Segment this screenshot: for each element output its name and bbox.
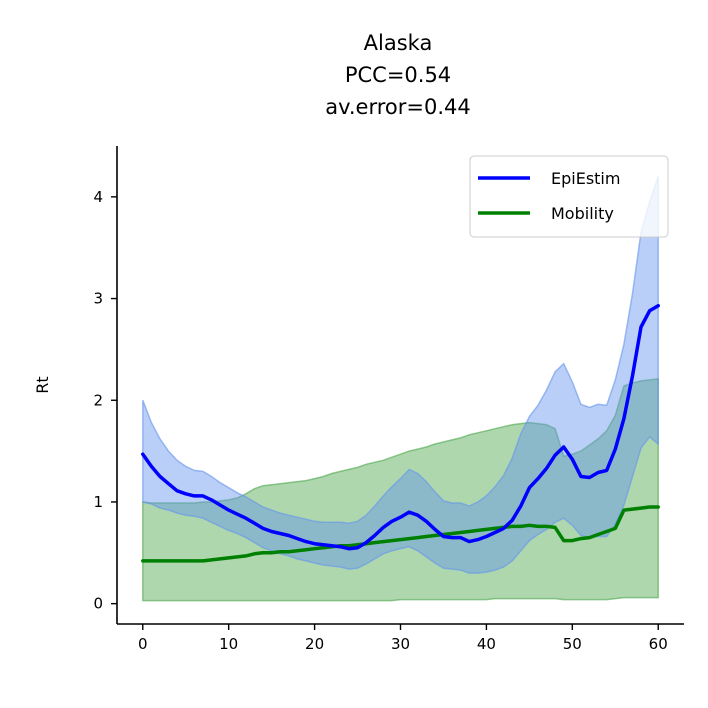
legend: EpiEstim Mobility (469, 155, 669, 238)
x-tick-label: 20 (305, 635, 324, 653)
legend-label-epiestim: EpiEstim (551, 169, 620, 188)
y-axis-ticks: 0 1 2 3 4 (93, 188, 117, 613)
x-tick-label: 10 (219, 635, 238, 653)
y-tick-label: 0 (93, 595, 103, 613)
chart-title-line-2: PCC=0.54 (345, 63, 451, 87)
legend-label-mobility: Mobility (551, 204, 614, 223)
epiestim-confidence-band (142, 176, 659, 574)
x-tick-label: 60 (649, 635, 668, 653)
epiestim-line (141, 303, 660, 551)
confidence-bands (142, 176, 659, 602)
y-tick-label: 1 (93, 493, 103, 511)
mobility-confidence-band (142, 378, 659, 602)
x-tick-label: 50 (563, 635, 582, 653)
mobility-line (141, 505, 660, 563)
x-tick-label: 0 (138, 635, 148, 653)
series-lines (141, 303, 660, 563)
y-tick-label: 3 (93, 290, 103, 308)
x-tick-label: 30 (391, 635, 410, 653)
y-tick-label: 2 (93, 391, 103, 409)
x-tick-label: 40 (477, 635, 496, 653)
chart-title-line-3: av.error=0.44 (325, 95, 471, 119)
y-axis-label: Rt (33, 376, 52, 393)
y-tick-label: 4 (93, 188, 103, 206)
x-axis-ticks: 0 10 20 30 40 50 60 (138, 624, 668, 653)
chart-title-line-1: Alaska (364, 31, 433, 55)
